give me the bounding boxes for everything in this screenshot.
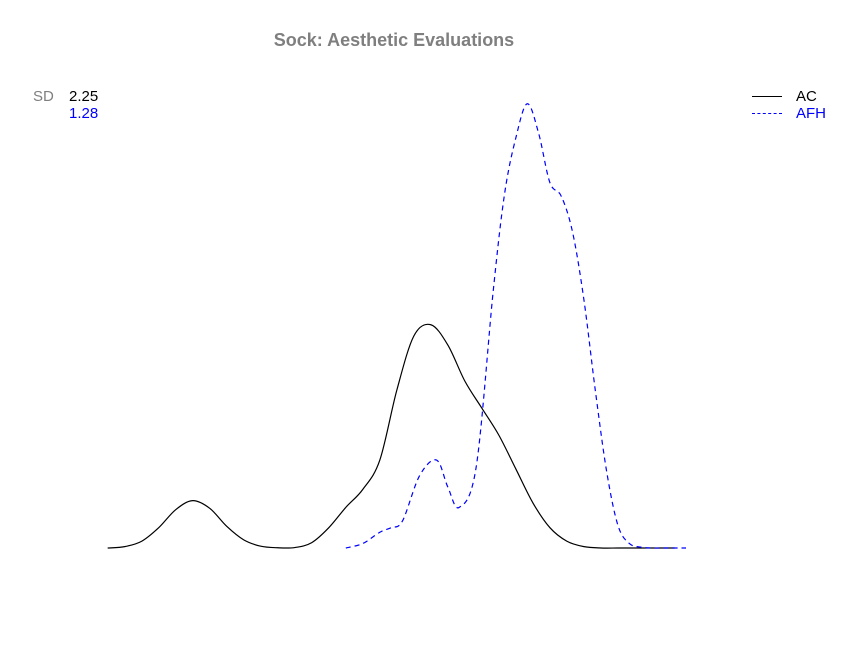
legend-label-ac: AC <box>796 88 817 105</box>
series-layer <box>107 103 686 549</box>
legend: AC AFH <box>750 88 850 122</box>
legend-swatch-afh <box>752 113 782 114</box>
series-line-afh <box>345 103 686 549</box>
series-line-ac <box>107 323 675 549</box>
sd-value-afh: 1.28 <box>69 105 99 122</box>
legend-item-ac: AC <box>750 88 850 105</box>
chart-title: Sock: Aesthetic Evaluations <box>273 30 515 50</box>
legend-label-afh: AFH <box>796 105 826 122</box>
sd-value-ac: 2.25 <box>69 88 99 105</box>
legend-swatch-ac <box>752 96 782 97</box>
sd-label: SD <box>33 88 54 105</box>
legend-item-afh: AFH <box>750 105 850 122</box>
